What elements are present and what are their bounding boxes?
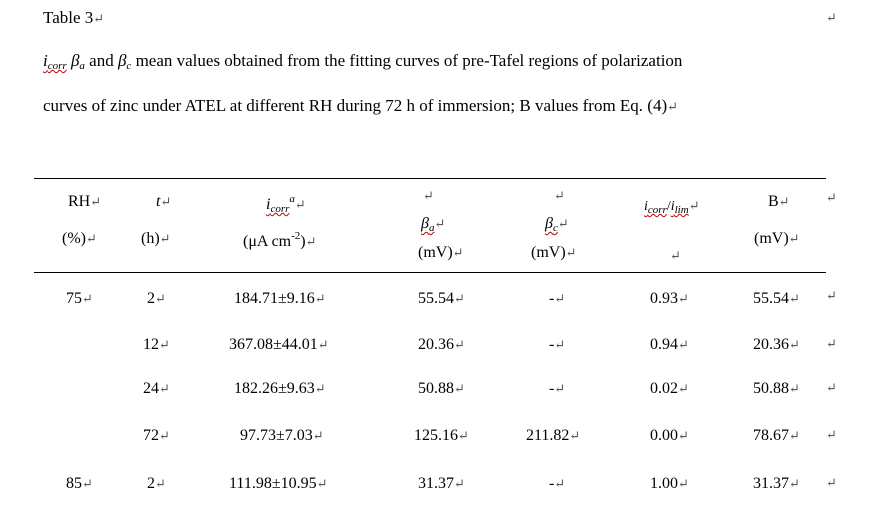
- header-rh-unit: (%)↵: [62, 230, 97, 247]
- cell-beta-a: 20.36↵: [418, 336, 465, 353]
- header-beta-c-unit: (mV)↵: [531, 244, 577, 261]
- cell-ratio: 1.00↵: [650, 475, 689, 492]
- caption-line-2: curves of zinc under ATEL at different R…: [43, 96, 678, 116]
- header-ratio: icorr/ilim↵: [644, 198, 700, 216]
- right-margin-mark: ↵: [826, 10, 837, 25]
- right-margin-mark: ↵: [826, 427, 837, 442]
- right-margin-mark: ↵: [826, 190, 837, 205]
- header-beta-c: βc↵: [545, 215, 569, 234]
- cell-t: 72↵: [143, 427, 170, 444]
- right-margin-mark: ↵: [826, 475, 837, 490]
- cell-t: 2↵: [147, 290, 166, 307]
- cell-ratio: 0.02↵: [650, 380, 689, 397]
- cell-t: 2↵: [147, 475, 166, 492]
- cell-t: 12↵: [143, 336, 170, 353]
- cell-beta-a: 50.88↵: [418, 380, 465, 397]
- right-margin-mark: ↵: [826, 336, 837, 351]
- header-beta-a-mark: ↵: [423, 188, 434, 203]
- cell-ratio: 0.93↵: [650, 290, 689, 307]
- table-label: Table 3↵: [43, 8, 104, 28]
- caption-beta-c-symbol: βc: [117, 51, 132, 72]
- cell-beta-c: -↵: [549, 380, 566, 397]
- header-t-unit: (h)↵: [141, 230, 171, 247]
- paragraph-mark: ↵: [93, 11, 105, 26]
- paragraph-mark: ↵: [667, 99, 679, 114]
- cell-b: 20.36↵: [753, 336, 800, 353]
- cell-beta-a: 31.37↵: [418, 475, 465, 492]
- caption-icorr-symbol: icorr: [43, 51, 67, 72]
- header-beta-a: βa↵: [421, 215, 446, 234]
- cell-beta-a: 125.16↵: [414, 427, 469, 444]
- cell-b: 78.67↵: [753, 427, 800, 444]
- cell-b: 55.54↵: [753, 290, 800, 307]
- right-margin-mark: ↵: [826, 288, 837, 303]
- header-rh: RH↵: [68, 193, 102, 210]
- caption-beta-a-symbol: βa: [70, 51, 85, 72]
- cell-icorr: 367.08±44.01↵: [229, 336, 329, 353]
- cell-beta-c: -↵: [549, 336, 566, 353]
- cell-beta-c: -↵: [549, 475, 566, 492]
- cell-beta-c: -↵: [549, 290, 566, 307]
- header-b: B↵: [768, 193, 790, 210]
- header-b-unit: (mV)↵: [754, 230, 800, 247]
- header-icorr: icorra↵: [266, 193, 306, 215]
- cell-t: 24↵: [143, 380, 170, 397]
- cell-beta-a: 55.54↵: [418, 290, 465, 307]
- header-t: t↵: [156, 193, 172, 210]
- cell-rh: 75↵: [66, 290, 93, 307]
- cell-icorr: 184.71±9.16↵: [234, 290, 326, 307]
- cell-ratio: 0.00↵: [650, 427, 689, 444]
- table-header-rule: [34, 272, 826, 273]
- caption-line-2-text: curves of zinc under ATEL at different R…: [43, 96, 668, 115]
- header-beta-c-mark: ↵: [554, 188, 565, 203]
- cell-icorr: 182.26±9.63↵: [234, 380, 326, 397]
- cell-b: 50.88↵: [753, 380, 800, 397]
- caption-line-1: icorr βa and βc mean values obtained fro…: [43, 51, 682, 72]
- cell-beta-c: 211.82↵: [526, 427, 581, 444]
- caption-and: and: [84, 51, 118, 70]
- cell-ratio: 0.94↵: [650, 336, 689, 353]
- cell-rh: 85↵: [66, 475, 93, 492]
- cell-b: 31.37↵: [753, 475, 800, 492]
- header-ratio-mark: ↵: [670, 248, 681, 263]
- header-beta-a-unit: (mV)↵: [418, 244, 464, 261]
- right-margin-mark: ↵: [826, 380, 837, 395]
- caption-line-1-text: mean values obtained from the fitting cu…: [131, 51, 683, 70]
- cell-icorr: 97.73±7.03↵: [240, 427, 324, 444]
- table-label-text: Table 3: [43, 8, 94, 27]
- header-icorr-unit: (μA cm-2)↵: [243, 230, 317, 250]
- table-top-rule: [34, 178, 826, 179]
- cell-icorr: 111.98±10.95↵: [229, 475, 328, 492]
